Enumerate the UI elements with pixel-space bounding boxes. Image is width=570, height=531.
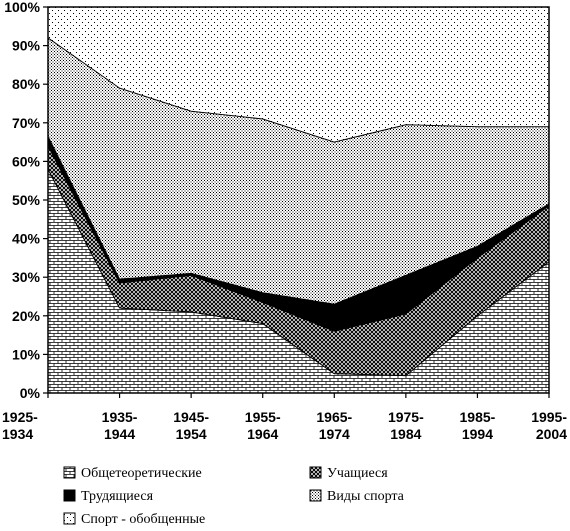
legend-label-трудящиеся: Трудящиеся — [81, 489, 154, 504]
area-layers — [47, 6, 550, 394]
legend-label-учащиеся: Учащиеся — [327, 466, 388, 481]
y-tick-label: 80% — [12, 76, 41, 92]
y-tick-label: 0% — [20, 385, 41, 401]
x-tick-label: 1935-1944 — [102, 409, 138, 442]
y-tick-label: 40% — [12, 231, 41, 247]
x-tick-label: 1925-1934 — [2, 409, 38, 442]
y-tick-label: 20% — [12, 308, 41, 324]
y-tick-label: 60% — [12, 153, 41, 169]
x-tick-label: 1955-1964 — [245, 409, 281, 442]
legend-label-спорт-обобщенные: Спорт - обобщенные — [81, 512, 205, 527]
y-tick-label: 100% — [4, 0, 40, 15]
y-tick-label: 70% — [12, 115, 41, 131]
legend-swatch-учащиеся — [309, 466, 322, 479]
x-tick-label: 1985-1994 — [460, 409, 496, 442]
x-tick-label: 1965-1974 — [316, 409, 352, 442]
y-tick-label: 10% — [12, 346, 41, 362]
y-tick-label: 50% — [12, 192, 41, 208]
y-tick-label: 90% — [12, 38, 41, 54]
x-axis: 1925-1934 1935-1944 1945-1954 1955-1964 1965… — [2, 393, 567, 442]
legend-swatch-виды-спорта — [309, 489, 322, 502]
y-axis: 0% 10% 20% 30% 40% 50% 60% 70% 80% 90% 100% — [4, 0, 48, 401]
y-tick-label: 30% — [12, 269, 41, 285]
x-tick-label: 1995-2004 — [531, 409, 567, 442]
legend-label-виды-спорта: Виды спорта — [327, 489, 405, 504]
legend: Общетеоретические Учащиеся Трудящиеся Виды … — [63, 466, 405, 527]
legend-swatch-общетеоретические — [63, 466, 76, 479]
legend-swatch-трудящиеся — [63, 489, 76, 502]
x-tick-label: 1945-1954 — [173, 409, 209, 442]
legend-label-общетеоретические: Общетеоретические — [81, 466, 202, 481]
x-tick-label: 1975-1984 — [388, 409, 424, 442]
legend-swatch-спорт-обобщенные — [63, 512, 76, 525]
